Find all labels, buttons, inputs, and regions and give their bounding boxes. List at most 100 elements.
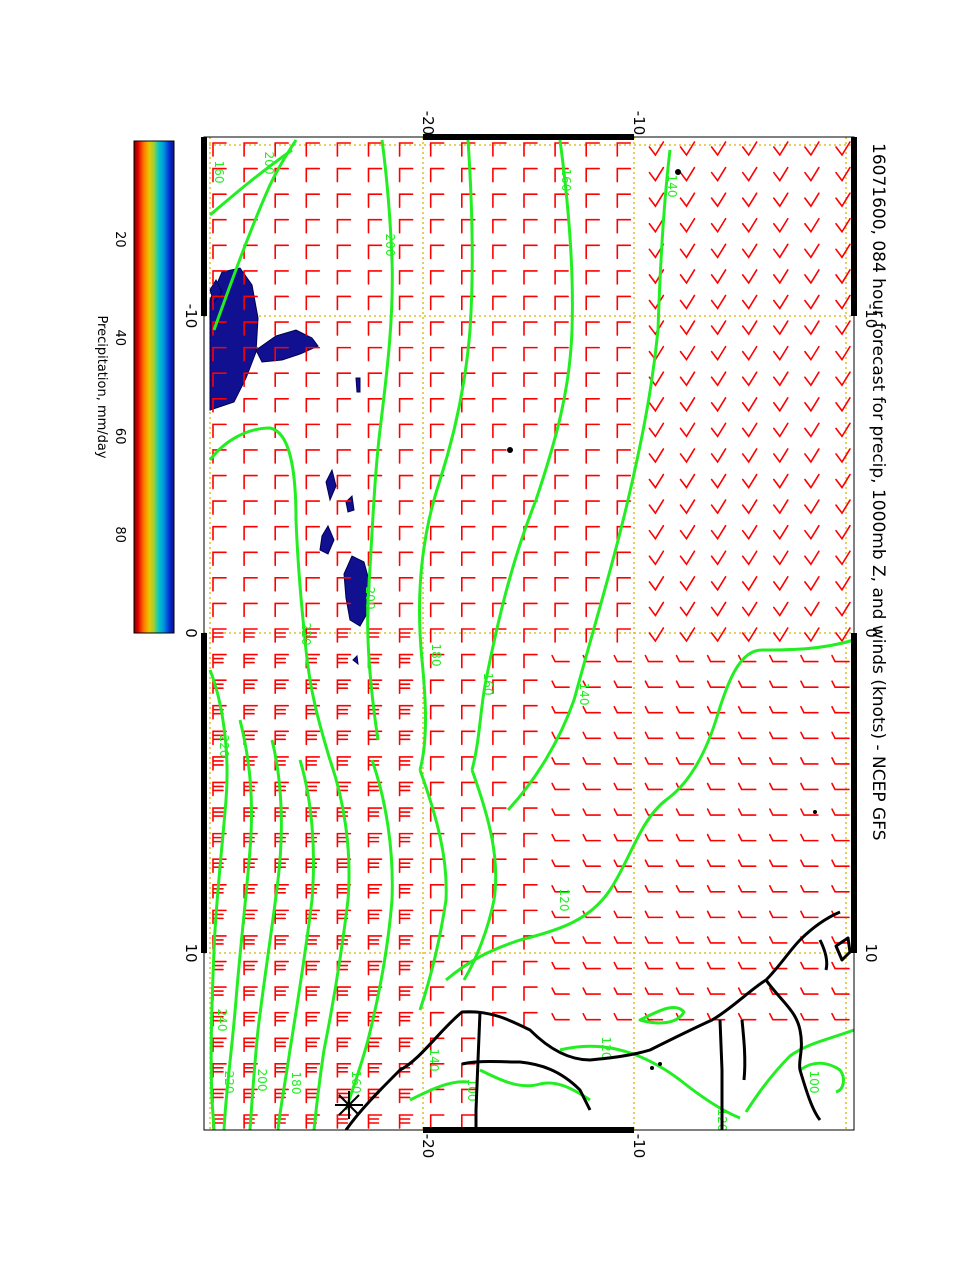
wind-barb — [336, 1114, 352, 1129]
wind-barb — [461, 1037, 476, 1053]
wind-barb — [305, 1063, 321, 1078]
wind-barb — [741, 601, 758, 617]
wind-barb — [429, 218, 445, 234]
wind-barb — [710, 269, 727, 285]
wind-barb — [710, 294, 727, 310]
contour-label: 140 — [665, 175, 679, 198]
wind-barb — [274, 935, 289, 950]
wind-barb — [305, 1011, 321, 1027]
wind-barb — [336, 295, 352, 311]
wind-barb — [706, 859, 726, 868]
wind-barb — [679, 243, 696, 259]
wind-barb — [274, 525, 289, 541]
wind-barb — [737, 859, 757, 868]
wind-barb — [243, 935, 258, 950]
wind-barb — [551, 808, 570, 816]
wind-barb — [613, 808, 633, 816]
wind-barb — [741, 396, 758, 413]
wind-barb — [305, 986, 321, 1001]
wind-barb — [398, 832, 414, 848]
wind-barb — [644, 757, 664, 765]
wind-barb — [367, 1114, 383, 1129]
wind-barb — [523, 423, 538, 439]
contour-label: 220 — [299, 623, 313, 646]
wind-barb — [398, 1037, 414, 1053]
wind-barb — [398, 781, 414, 797]
wind-barb — [679, 499, 696, 515]
wind-barb — [679, 627, 696, 643]
contour-line — [470, 139, 574, 771]
wind-barb — [551, 705, 570, 714]
wind-barb — [648, 576, 665, 592]
wind-barb — [616, 218, 632, 234]
wind-barb — [398, 679, 414, 694]
wind-barb — [274, 372, 289, 388]
wind-barb — [492, 218, 507, 234]
wind-barb — [305, 423, 321, 439]
wind-barb — [616, 423, 632, 439]
wind-barb — [613, 705, 633, 714]
wind-barb — [616, 500, 632, 515]
wind-barb — [679, 396, 696, 413]
wind-barb — [336, 193, 352, 208]
wind-barb — [461, 525, 476, 541]
wind-barb — [800, 782, 819, 791]
wind-barb — [461, 653, 476, 669]
wind-barb — [644, 654, 664, 663]
wind-barb — [554, 218, 569, 234]
wind-barb — [336, 730, 352, 746]
wind-barb — [492, 270, 507, 285]
wind-barb — [831, 705, 850, 714]
wind-barb — [706, 757, 726, 765]
wind-barb — [800, 987, 819, 995]
wind-barb — [675, 833, 695, 842]
wind-barb — [679, 473, 696, 489]
wind-barb — [523, 909, 538, 925]
wind-barb — [429, 397, 445, 413]
wind-barb — [710, 320, 727, 336]
precip-area-6 — [325, 468, 337, 502]
wind-barb — [461, 142, 476, 157]
wind-barb — [305, 167, 321, 183]
wind-barb — [835, 448, 851, 464]
wind-barb — [429, 525, 445, 541]
wind-barb — [551, 987, 570, 995]
wind-barb — [274, 1037, 289, 1053]
wind-barb — [367, 167, 383, 183]
wind-barb — [492, 704, 507, 720]
wind-barb — [582, 808, 601, 816]
contour-line — [638, 1006, 686, 1025]
contour-line — [248, 739, 283, 1130]
wind-barb — [398, 986, 414, 1001]
map-panel: 160 200 200 160 140 200 220 180 160 140 120 220 240 2… — [201, 134, 857, 1133]
wind-barb — [741, 473, 758, 489]
wind-barb — [773, 192, 789, 208]
wind-barb — [523, 986, 538, 1001]
wind-barb — [710, 601, 727, 617]
wind-barb — [616, 372, 632, 388]
coastline — [344, 910, 852, 1130]
wind-barb — [305, 756, 321, 771]
wind-barb — [585, 397, 600, 413]
wind-barb — [492, 193, 507, 208]
wind-barb — [336, 577, 352, 592]
wind-barb — [741, 192, 758, 208]
contour-line — [799, 1061, 845, 1094]
wind-barb — [737, 1012, 757, 1021]
wind-barb — [336, 551, 352, 567]
wind-barb — [773, 320, 789, 336]
wind-barb — [585, 142, 600, 157]
wind-barb — [679, 269, 696, 285]
wind-barb — [492, 295, 507, 311]
wind-barb — [551, 1012, 570, 1021]
wind-barb — [616, 295, 632, 311]
wind-barb — [429, 679, 445, 694]
wind-barb — [710, 627, 727, 643]
wind-barb — [582, 731, 601, 740]
wind-barb — [429, 909, 445, 925]
contour-line — [506, 149, 672, 812]
wind-barb — [398, 193, 414, 208]
wind-barb — [212, 730, 227, 746]
wind-barb — [835, 371, 851, 387]
